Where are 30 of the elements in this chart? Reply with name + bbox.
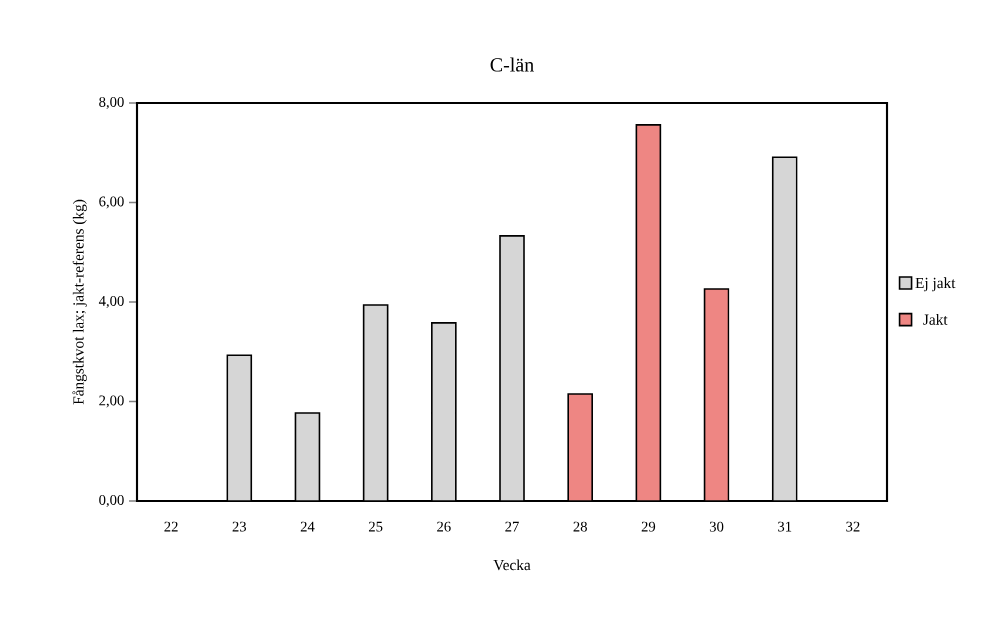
y-tick-label: 6,00 <box>99 196 124 209</box>
chart-title: C-län <box>490 57 534 72</box>
y-axis-title: Fångstkvot lax; jakt-referens (kg) <box>72 199 87 405</box>
y-tick-label: 4,00 <box>98 296 124 309</box>
legend-label: Jakt <box>923 314 948 325</box>
x-tick-label: 26 <box>437 521 451 532</box>
y-tick-label: 8,00 <box>99 97 124 110</box>
x-tick-label: 29 <box>641 521 656 532</box>
bar <box>635 124 662 501</box>
x-tick-label: 32 <box>846 521 860 532</box>
x-tick-label: 30 <box>709 521 724 532</box>
x-tick-label: 22 <box>164 521 178 532</box>
bar <box>703 288 730 501</box>
bar <box>431 322 457 501</box>
x-tick-label: 31 <box>778 521 792 532</box>
x-axis-title: Vecka <box>493 559 531 571</box>
bar <box>499 235 525 501</box>
x-tick-label: 25 <box>368 521 383 532</box>
y-tick-label: 2,00 <box>99 395 124 408</box>
bar <box>226 354 253 501</box>
x-tick-label: 28 <box>573 521 587 532</box>
bar <box>771 156 798 501</box>
x-tick-label: 24 <box>300 521 315 532</box>
bar <box>567 393 593 501</box>
x-tick-label: 23 <box>232 521 247 532</box>
bar <box>294 412 321 501</box>
bar <box>362 304 389 501</box>
x-tick-label: 27 <box>505 521 519 532</box>
legend-label: Ej jakt <box>915 277 956 292</box>
y-tick-label: 0,00 <box>99 495 124 508</box>
